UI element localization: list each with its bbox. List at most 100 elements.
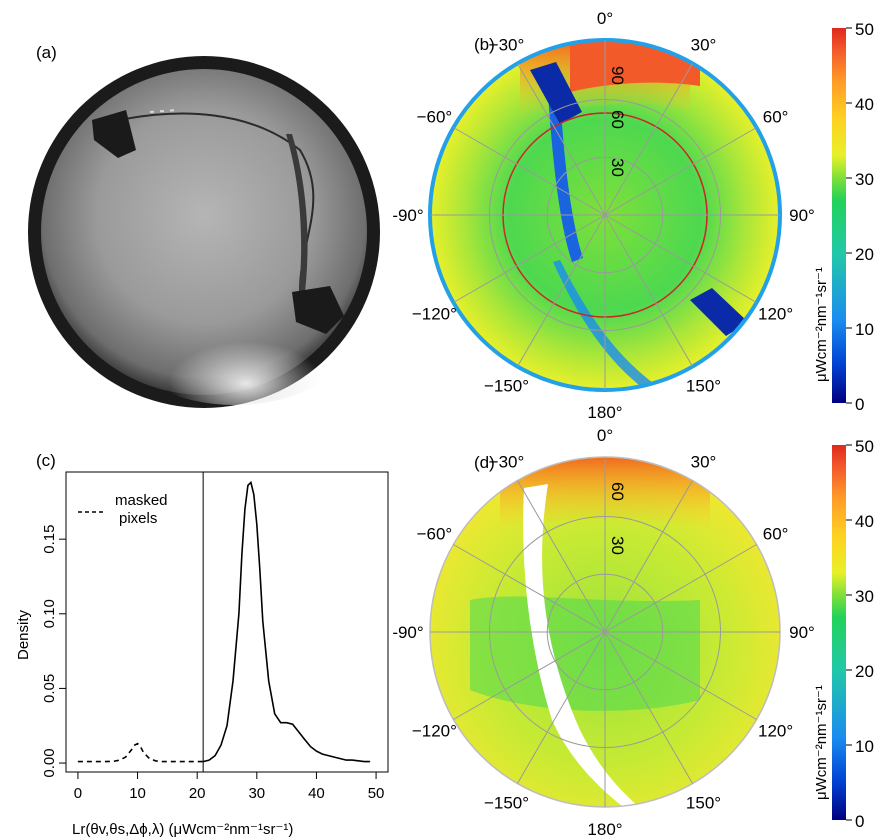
sensor-shadow xyxy=(286,134,308,300)
polar-d-masked-gap xyxy=(523,484,640,807)
polar-d-angle-label-4: 120° xyxy=(758,722,793,741)
polar-b-angle-labels: 0° 30° 60° 90° 120° 150° 180° −150° −120° -90° −60… xyxy=(392,9,815,422)
panel-b-label: (b) xyxy=(474,35,495,54)
colorbar-b: 50 40 30 20 10 0 μWcm⁻²nm⁻¹sr⁻¹ xyxy=(813,20,874,414)
panel-a-label: (a) xyxy=(36,43,57,62)
polar-b-spoke-4 xyxy=(604,214,757,303)
polar-b-angle-label-9: -90° xyxy=(392,206,423,225)
colorbar-b-ramp xyxy=(832,28,846,403)
polar-d-grid xyxy=(430,457,780,807)
polar-b-radial-label-90: 90 xyxy=(608,66,627,85)
polar-d-radial-label-60: 60 xyxy=(608,482,627,501)
polar-b-spoke-1 xyxy=(604,63,693,216)
polar-b-instrument-mask-top xyxy=(530,62,582,124)
polar-d-spoke-7 xyxy=(517,631,606,784)
instrument-right xyxy=(292,286,344,334)
polar-b-spoke-7 xyxy=(517,214,606,367)
polar-d-angle-label-3: 90° xyxy=(789,623,815,642)
polar-d-spoke-5 xyxy=(604,631,693,784)
polar-b-spoke-5 xyxy=(604,214,693,367)
plot-frame xyxy=(65,471,389,773)
panel-c: (c) 0 10 20 30 40 50 0.00 0.05 0.10 0.15 masked p… xyxy=(15,451,389,838)
polar-d-angle-label-7: −150° xyxy=(484,794,529,813)
polar-b-angle-label-3: 90° xyxy=(789,206,815,225)
cbar2-tick-label-1: 40 xyxy=(855,512,874,531)
polar-b-spoke-2 xyxy=(604,127,757,216)
polar-d-spoke-10 xyxy=(453,544,606,633)
polar-d-angle-label-0: 0° xyxy=(597,426,613,445)
x-tick-label-0: 0 xyxy=(74,785,82,802)
polar-d-spoke-4 xyxy=(604,631,757,720)
y-axis-label: Density xyxy=(15,609,32,660)
polar-b-angle-label-7: −150° xyxy=(484,377,529,396)
legend-label-line1: masked xyxy=(115,492,168,509)
x-tick-label-1: 10 xyxy=(129,785,146,802)
polar-b-radial-label-30: 30 xyxy=(608,158,627,177)
cbar2-tick-label-5: 0 xyxy=(855,812,864,831)
cbar1-tick-label-5: 0 xyxy=(855,395,864,414)
polar-d-angle-label-5: 150° xyxy=(686,794,721,813)
polar-b-shadow-band xyxy=(548,92,583,262)
polar-b-radial-label-60: 60 xyxy=(608,110,627,129)
polar-d-angle-label-8: −120° xyxy=(412,722,457,741)
colorbar-d-ramp xyxy=(832,445,846,820)
density-series-0 xyxy=(77,742,204,763)
polar-b-angle-label-1: 30° xyxy=(691,35,717,54)
polar-b-spoke-10 xyxy=(453,127,606,216)
cbar2-tick-label-4: 10 xyxy=(855,737,874,756)
panel-c-label: (c) xyxy=(36,451,56,470)
polar-b-spoke-11 xyxy=(517,63,606,216)
y-tick-label-1: 0.05 xyxy=(41,674,58,703)
polar-d-angle-label-10: −60° xyxy=(417,525,453,544)
cbar1-tick-label-0: 50 xyxy=(855,20,874,39)
polar-b-hot-band xyxy=(570,42,700,92)
polar-d-angle-labels: 0° 30° 60° 90° 120° 150° 180° −150° −120° -90° −60… xyxy=(392,426,815,839)
polar-b-instrument-mask-bottom xyxy=(690,288,748,336)
polar-d-green-region xyxy=(470,596,700,711)
y-tick-label-0: 0.00 xyxy=(41,748,58,777)
polar-b-angle-label-2: 60° xyxy=(763,108,789,127)
polar-d-radial-label-30: 30 xyxy=(608,536,627,555)
sun-glare xyxy=(125,285,345,405)
panel-d: (d) 0° 30° 60° 90° 120° 150° 180° −150° −120° -90… xyxy=(392,426,815,839)
x-tick-label-4: 40 xyxy=(308,785,325,802)
polar-b-grid xyxy=(430,40,780,390)
polar-d-spoke-8 xyxy=(453,631,606,720)
cbar1-tick-label-2: 30 xyxy=(855,170,874,189)
x-axis-label: Lr(θv,θs,Δϕ,λ) (μWcm⁻²nm⁻¹sr⁻¹) xyxy=(72,821,293,838)
polar-d-spoke-1 xyxy=(604,480,693,633)
cbar2-tick-label-2: 30 xyxy=(855,587,874,606)
polar-d-spoke-2 xyxy=(604,544,757,633)
x-tick-label-3: 30 xyxy=(248,785,265,802)
polar-d-angle-label-11: −30° xyxy=(489,452,525,471)
legend-label-line2: pixels xyxy=(119,510,157,527)
polar-b-angle-label-6: 180° xyxy=(587,403,622,422)
polar-b-angle-label-10: −60° xyxy=(417,108,453,127)
cbar1-tick-label-1: 40 xyxy=(855,95,874,114)
polar-b-angle-label-8: −120° xyxy=(412,305,457,324)
x-tick-label-5: 50 xyxy=(368,785,385,802)
polar-b-angle-label-5: 150° xyxy=(686,377,721,396)
polar-d-angle-label-2: 60° xyxy=(763,525,789,544)
polar-d-angle-label-1: 30° xyxy=(691,452,717,471)
cbar2-tick-label-3: 20 xyxy=(855,662,874,681)
polar-d-angle-label-6: 180° xyxy=(587,820,622,839)
density-series-1 xyxy=(202,480,371,763)
polar-b-radial-labels: 90 60 30 xyxy=(608,66,627,177)
colorbar-b-unit: μWcm⁻²nm⁻¹sr⁻¹ xyxy=(813,267,830,382)
polar-b-angle-label-11: −30° xyxy=(489,35,525,54)
polar-b-spoke-8 xyxy=(453,214,606,303)
colorbar-d-unit: μWcm⁻²nm⁻¹sr⁻¹ xyxy=(813,685,830,800)
cbar1-tick-label-4: 10 xyxy=(855,320,874,339)
polar-d-radial-labels: 60 30 xyxy=(608,482,627,555)
y-tick-label-3: 0.15 xyxy=(41,525,58,554)
reflection-streak xyxy=(149,109,179,113)
legend: masked pixels xyxy=(78,492,168,527)
cbar2-tick-label-0: 50 xyxy=(855,437,874,456)
panel-d-label: (d) xyxy=(474,453,495,472)
x-tick-label-2: 20 xyxy=(189,785,206,802)
cbar1-tick-label-3: 20 xyxy=(855,245,874,264)
y-tick-label-2: 0.10 xyxy=(41,599,58,628)
colorbar-d: 50 40 30 20 10 0 μWcm⁻²nm⁻¹sr⁻¹ xyxy=(813,437,874,831)
